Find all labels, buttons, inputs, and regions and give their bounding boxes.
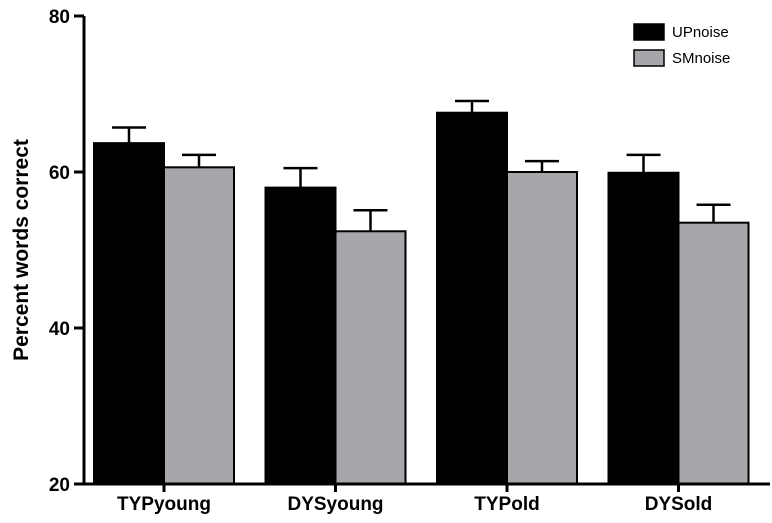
bar-smnoise-typold — [506, 171, 578, 485]
bar-smnoise-typyoung — [163, 166, 235, 485]
bar-smnoise-dysold — [677, 221, 750, 485]
bar-upnoise-dysyoung — [264, 186, 337, 485]
x-tick-label: TYPold — [474, 494, 539, 515]
x-tick-label: DYSold — [645, 494, 713, 515]
legend: UPnoise SMnoise — [633, 23, 730, 67]
y-tick-label: 80 — [49, 7, 70, 28]
legend-swatch — [633, 49, 665, 67]
y-tick-label: 60 — [49, 163, 70, 184]
bar-upnoise-typyoung — [93, 142, 165, 485]
x-tick-labels: TYPyoung DYSyoung TYPold DYSold — [117, 484, 712, 515]
y-tick-label: 20 — [49, 475, 70, 496]
y-axis-label: Percent words correct — [10, 139, 33, 361]
legend-label: SMnoise — [672, 50, 730, 67]
bar-upnoise-dysold — [607, 171, 680, 485]
x-tick-label: TYPyoung — [117, 494, 211, 515]
bar-smnoise-dysyoung — [334, 230, 407, 485]
y-ticks: 20 40 60 80 — [49, 7, 84, 496]
y-tick-label: 40 — [49, 319, 70, 340]
axes-layer — [82, 16, 770, 486]
x-tick-label: DYSyoung — [287, 494, 383, 515]
bars-layer — [93, 99, 750, 485]
bar-upnoise-typold — [436, 111, 508, 485]
legend-swatch — [633, 23, 665, 41]
legend-label: UPnoise — [672, 24, 729, 41]
